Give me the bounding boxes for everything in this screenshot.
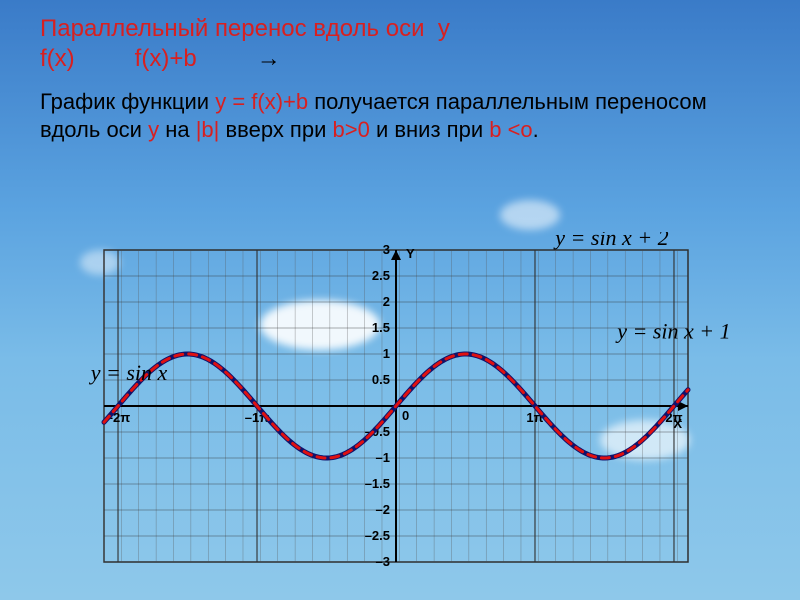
svg-text:y = sin x + 2: y = sin x + 2 bbox=[553, 232, 668, 250]
desc-t6: . bbox=[533, 117, 539, 142]
title-block: Параллельный перенос вдоль оси y f(x) f(… bbox=[40, 14, 760, 74]
desc-axis: y bbox=[148, 117, 159, 142]
svg-text:1: 1 bbox=[383, 346, 390, 361]
svg-text:y = sin x + 1: y = sin x + 1 bbox=[615, 318, 730, 343]
title-arrow: → bbox=[257, 45, 281, 72]
svg-text:–1.5: –1.5 bbox=[365, 476, 390, 491]
svg-text:1.5: 1.5 bbox=[372, 320, 390, 335]
chart: YX–2π–1π01π2π32.521.510.5–0.5–1–1.5–2–2.… bbox=[44, 232, 748, 576]
svg-text:–2.5: –2.5 bbox=[365, 528, 390, 543]
desc-t3: на bbox=[159, 117, 196, 142]
svg-text:Y: Y bbox=[406, 246, 415, 261]
desc-t4: вверх при bbox=[219, 117, 332, 142]
description: График функции y = f(x)+b получается пар… bbox=[40, 88, 760, 143]
desc-bgt: b>0 bbox=[333, 117, 370, 142]
svg-text:–2: –2 bbox=[376, 502, 390, 517]
svg-text:0.5: 0.5 bbox=[372, 372, 390, 387]
desc-absb: |b| bbox=[196, 117, 220, 142]
desc-t5: и вниз при bbox=[370, 117, 489, 142]
title-line1-b: y bbox=[438, 15, 450, 42]
title-line1-a: Параллельный перенос вдоль оси bbox=[40, 15, 424, 42]
chart-svg: YX–2π–1π01π2π32.521.510.5–0.5–1–1.5–2–2.… bbox=[44, 232, 748, 576]
desc-blt: b <o bbox=[489, 117, 532, 142]
svg-text:3: 3 bbox=[383, 242, 390, 257]
svg-text:2: 2 bbox=[383, 294, 390, 309]
svg-text:2.5: 2.5 bbox=[372, 268, 390, 283]
svg-text:0: 0 bbox=[402, 408, 409, 423]
svg-text:y = sin x: y = sin x bbox=[89, 360, 168, 385]
desc-t1: График функции bbox=[40, 89, 215, 114]
desc-eq1: y = f(x)+b bbox=[215, 89, 308, 114]
title-fx: f(x) bbox=[40, 45, 75, 72]
title-fxb: f(x)+b bbox=[135, 45, 197, 72]
svg-text:–3: –3 bbox=[376, 554, 390, 569]
svg-text:–1: –1 bbox=[376, 450, 390, 465]
